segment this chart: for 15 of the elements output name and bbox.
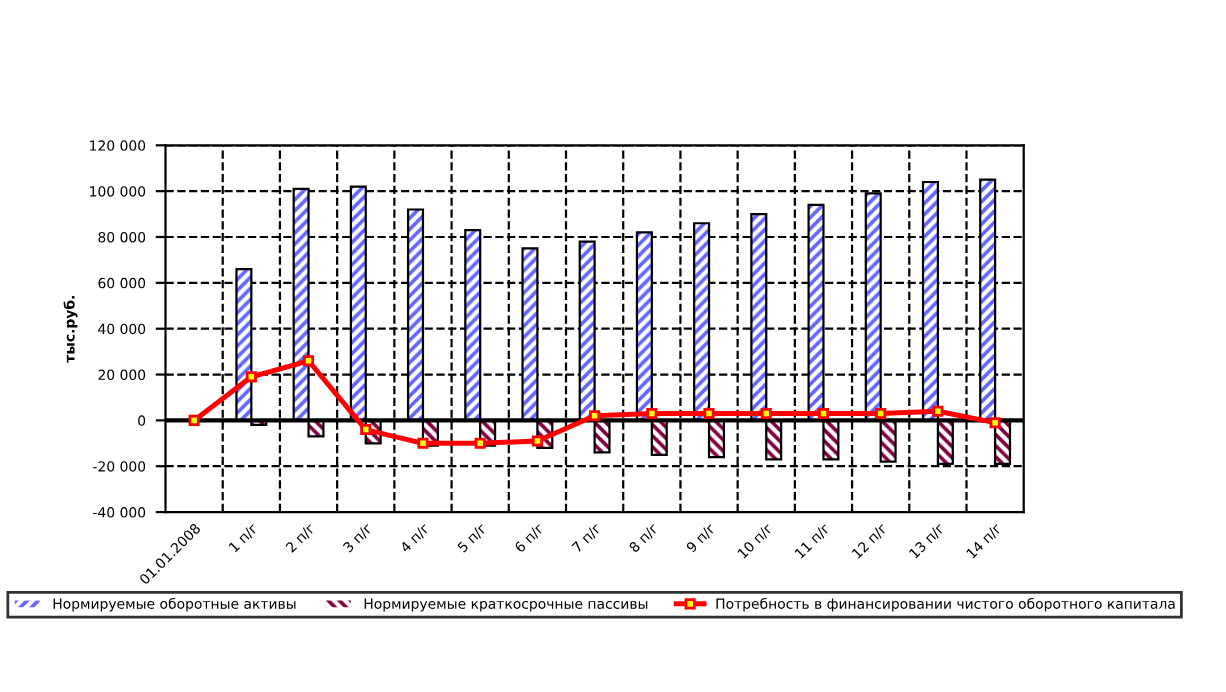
point — [417, 437, 429, 449]
point — [302, 355, 315, 367]
point — [474, 437, 486, 449]
point — [703, 407, 715, 420]
point — [817, 407, 830, 420]
point — [760, 407, 772, 420]
point — [531, 435, 543, 447]
point — [589, 410, 601, 422]
point — [188, 414, 200, 426]
point — [360, 424, 372, 436]
point — [875, 407, 887, 420]
point — [245, 371, 257, 383]
point — [932, 405, 944, 417]
point — [646, 407, 658, 420]
point — [989, 417, 1001, 429]
